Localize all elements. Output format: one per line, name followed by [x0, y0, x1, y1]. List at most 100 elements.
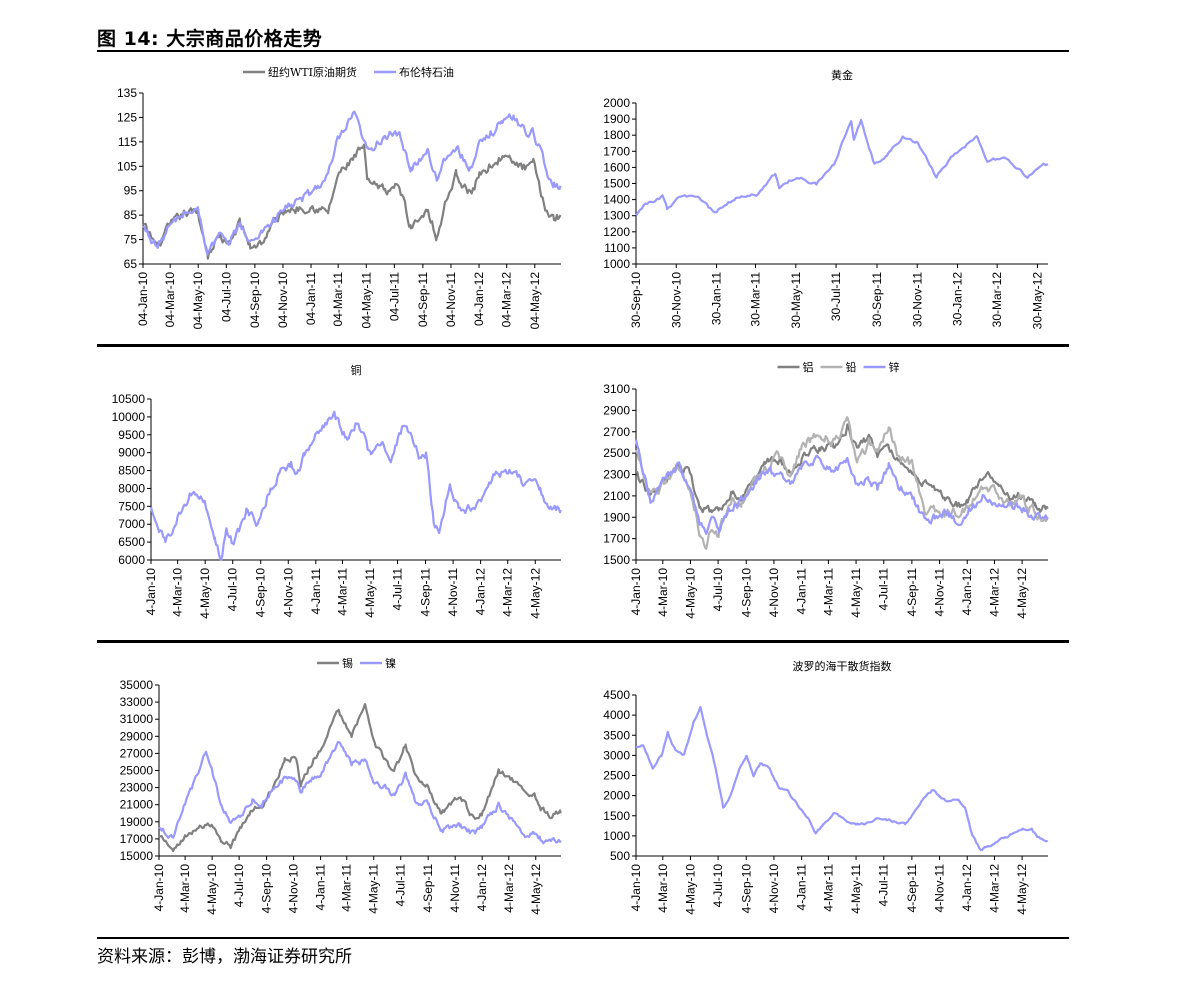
chart-gold: 黄金 1000 1100 1200 1300 1400 1500 1600 1700 1800 19… — [603, 68, 1049, 329]
legend-entry: 锌 — [863, 360, 900, 374]
x-tick-label: 04-Sep-11 — [416, 272, 430, 327]
y-tick-label: 21000 — [120, 798, 154, 812]
x-tick-label: 30-Nov-10 — [669, 272, 683, 328]
y-tick-label: 17000 — [120, 832, 154, 846]
x-tick-label: 4-Sep-11 — [419, 568, 433, 617]
y-tick-label: 2100 — [603, 489, 630, 503]
x-tick-label: 04-May-10 — [191, 272, 205, 330]
y-tick-label: 95 — [124, 184, 138, 198]
y-tick-label: 1500 — [603, 809, 630, 823]
y-tick-label: 29000 — [120, 729, 154, 743]
series-line — [634, 439, 1049, 535]
y-tick-label: 3500 — [603, 728, 630, 742]
x-tick-label: 30-Jan-12 — [951, 272, 965, 326]
y-tick-label: 1200 — [603, 225, 630, 239]
y-tick-label: 1700 — [603, 532, 630, 546]
y-tick-label: 1000 — [603, 257, 630, 271]
x-tick-label: 30-Sep-10 — [629, 272, 643, 328]
figure-title: 图 14: 大宗商品价格走势 — [97, 28, 323, 50]
x-tick-label: 4-Jul-11 — [394, 864, 408, 907]
x-tick-label: 4-Nov-11 — [446, 568, 460, 617]
x-tick-label: 4-May-10 — [205, 864, 219, 915]
legend-entry: 镍 — [360, 656, 396, 670]
y-tick-label: 125 — [117, 110, 137, 124]
x-tick-label: 04-Jul-10 — [219, 272, 233, 322]
bottom-rule — [97, 937, 1069, 939]
series-line — [158, 703, 562, 853]
x-tick-label: 4-Mar-10 — [171, 568, 185, 617]
y-tick-label: 85 — [124, 208, 138, 222]
y-tick-label: 3000 — [603, 748, 630, 762]
y-tick-label: 2900 — [603, 403, 630, 417]
x-tick-label: 4-Mar-11 — [821, 864, 835, 912]
series-line — [635, 118, 1049, 217]
legend-label: 铝 — [803, 360, 814, 374]
y-tick-label: 2000 — [603, 789, 630, 803]
y-tick-label: 2500 — [603, 446, 630, 460]
x-tick-label: 4-Sep-11 — [905, 864, 919, 913]
x-tick-label: 04-Nov-10 — [276, 272, 290, 328]
x-tick-label: 04-Mar-12 — [500, 272, 514, 328]
x-tick-label: 4-Nov-11 — [448, 864, 462, 913]
y-tick-label: 75 — [124, 233, 138, 247]
legend-entry: 纽约WTI原油期货 — [243, 65, 357, 79]
x-tick-label: 4-Nov-10 — [767, 568, 781, 618]
x-tick-label: 4-Jan-10 — [144, 568, 158, 616]
legend-label: 铅 — [846, 360, 857, 374]
y-tick-label: 7000 — [118, 517, 145, 531]
chart-copper: 铜 6000 6500 7000 7500 8000 8500 9000 9500 10000 10… — [112, 363, 562, 619]
y-tick-label: 65 — [124, 257, 138, 271]
top-rule — [97, 50, 1069, 52]
x-tick-label: 4-Jan-12 — [960, 568, 974, 616]
y-tick-label: 1400 — [603, 193, 630, 207]
x-tick-label: 4-May-10 — [683, 864, 697, 915]
y-tick-label: 27000 — [120, 746, 154, 760]
y-tick-label: 1700 — [603, 144, 630, 158]
y-tick-label: 135 — [117, 86, 137, 100]
x-tick-label: 4-Jul-11 — [877, 864, 891, 907]
y-tick-label: 2000 — [603, 96, 630, 110]
x-tick-label: 4-Mar-12 — [987, 864, 1001, 913]
y-tick-label: 15000 — [120, 849, 154, 863]
y-tick-label: 35000 — [120, 678, 154, 692]
x-tick-label: 4-Sep-10 — [260, 864, 274, 914]
legend-entry: 铝 — [777, 360, 814, 374]
x-tick-label: 4-Jan-10 — [629, 568, 643, 616]
x-tick-label: 4-Jan-11 — [314, 864, 328, 911]
x-tick-label: 04-Jan-11 — [304, 272, 318, 325]
chart-base-metals: 铝 铅 锌 1500 1700 1900 2100 2300 2500 2700 2900 3100 4… — [603, 360, 1049, 619]
y-tick-label: 4000 — [603, 708, 630, 722]
legend-label: 锌 — [889, 360, 900, 374]
x-tick-label: 04-Jan-10 — [136, 272, 150, 326]
y-tick-label: 8000 — [118, 481, 145, 495]
y-tick-label: 1500 — [603, 177, 630, 191]
x-tick-label: 4-Nov-10 — [281, 568, 295, 618]
x-tick-label: 4-Mar-12 — [987, 568, 1001, 617]
x-tick-label: 4-Jul-10 — [711, 568, 725, 612]
series-line — [635, 705, 1049, 852]
x-tick-label: 04-Nov-11 — [444, 272, 458, 327]
legend-label: 布伦特石油 — [399, 65, 454, 79]
y-tick-label: 9000 — [118, 446, 145, 460]
series-line — [634, 416, 1049, 550]
x-tick-label: 4-Mar-12 — [502, 864, 516, 913]
x-tick-label: 4-Jan-12 — [475, 864, 489, 912]
y-tick-label: 1800 — [603, 128, 630, 142]
x-tick-label: 4-Jul-11 — [877, 568, 891, 611]
y-tick-label: 1300 — [603, 209, 630, 223]
chart-title: 铜 — [351, 363, 362, 377]
x-tick-label: 4-Jan-11 — [795, 864, 809, 911]
y-tick-label: 31000 — [120, 712, 154, 726]
x-tick-label: 4-Mar-11 — [340, 864, 354, 912]
x-tick-label: 30-Nov-11 — [910, 272, 924, 327]
y-tick-label: 1100 — [604, 241, 630, 255]
series-line — [149, 410, 562, 562]
series-line — [158, 740, 562, 845]
y-tick-label: 25000 — [120, 764, 154, 778]
y-tick-label: 105 — [117, 159, 137, 173]
x-tick-label: 4-Nov-11 — [933, 864, 947, 913]
x-tick-label: 4-Sep-10 — [739, 568, 753, 618]
y-tick-label: 10500 — [112, 392, 146, 406]
x-tick-label: 04-May-12 — [528, 272, 542, 330]
x-tick-label: 4-May-11 — [849, 568, 863, 618]
